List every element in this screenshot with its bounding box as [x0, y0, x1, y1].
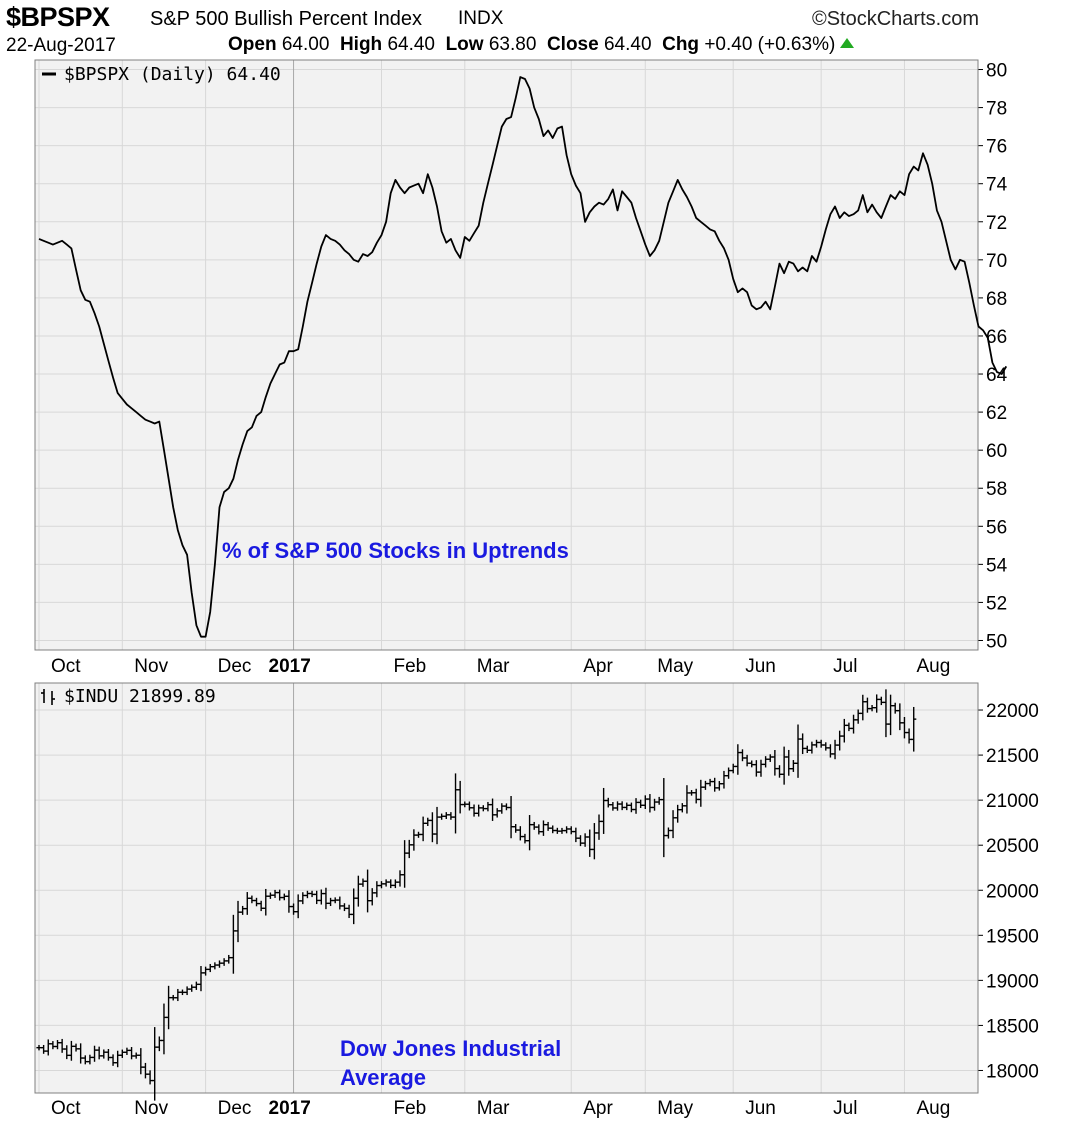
x-tick-label: Aug [916, 656, 950, 677]
ohlc-bars-icon [41, 689, 55, 705]
y-tick-label: 20000 [986, 881, 1039, 902]
x-tick-label: Nov [134, 1098, 168, 1119]
indu-panel: 18000 18500 19000 19500 20000 20500 21000 21500… [34, 682, 1039, 1119]
x-tick-label: Feb [393, 656, 426, 677]
y-tick-label: 60 [986, 441, 1007, 462]
symbol-description: S&P 500 Bullish Percent Index [150, 8, 423, 30]
y-tick-label: 18500 [986, 1016, 1039, 1037]
open-label: Open [228, 34, 277, 55]
y-tick-label: 54 [986, 555, 1008, 576]
legend-label: $INDU 21899.89 [64, 686, 216, 707]
x-tick-label: Jul [833, 1098, 857, 1119]
up-triangle-icon [840, 38, 855, 48]
low-value: 63.80 [488, 34, 537, 55]
x-tick-label: Jun [745, 656, 776, 677]
x-tick-label: May [657, 656, 693, 677]
x-tick-label: Dec [218, 656, 252, 677]
y-tick-label: 72 [986, 213, 1007, 234]
x-tick-label: Oct [51, 656, 81, 677]
ohlc-readout: Open 64.00 High 64.40 Low 63.80 Close 64… [228, 34, 855, 56]
x-tick-label: May [657, 1098, 693, 1119]
y-tick-label: 74 [986, 175, 1008, 196]
y-tick-label: 62 [986, 403, 1007, 424]
y-tick-label: 56 [986, 517, 1007, 538]
y-tick-label: 18000 [986, 1061, 1039, 1082]
exchange-label: INDX [458, 8, 504, 29]
high-label: High [339, 34, 383, 55]
y-tick-label: 70 [986, 251, 1007, 272]
x-tick-label: Nov [134, 656, 168, 677]
y-tick-label: 50 [986, 631, 1007, 652]
y-tick-label: 21000 [986, 791, 1039, 812]
y-tick-label: 66 [986, 327, 1007, 348]
brand-watermark: ©StockCharts.com [811, 8, 979, 30]
x-tick-label: 2017 [269, 656, 311, 677]
y-tick-label: 21500 [986, 746, 1039, 767]
x-tick-label: Dec [218, 1098, 252, 1119]
chg-value: +0.40 (+0.63%) [704, 34, 836, 55]
close-label: Close [546, 34, 599, 55]
y-tick-label: 76 [986, 137, 1007, 158]
x-tick-label: Mar [477, 656, 510, 677]
y-tick-label: 64 [986, 365, 1008, 386]
low-label: Low [445, 34, 484, 55]
bpspx-line [38, 76, 1008, 638]
plot-frame [34, 682, 979, 1094]
ohlc-bar [911, 706, 917, 752]
x-tick-label: Feb [393, 1098, 426, 1119]
bpspx-panel: 50 52 54 56 58 60 62 64 66 68 70 72 74 76 78 80 Oct Nov De… [34, 59, 1008, 677]
x-tick-label: Jun [745, 1098, 776, 1119]
y-tick-label: 52 [986, 593, 1007, 614]
x-tick-label: Jul [833, 656, 857, 677]
annotation-label-line2: Average [340, 1065, 426, 1090]
y-tick-label: 19500 [986, 926, 1039, 947]
y-tick-label: 80 [986, 61, 1007, 82]
open-value: 64.00 [281, 34, 330, 55]
symbol-title: $BPSPX [6, 2, 110, 32]
plot-frame [34, 59, 979, 651]
annotation-label: % of S&P 500 Stocks in Uptrends [222, 538, 569, 563]
y-tick-label: 19000 [986, 971, 1039, 992]
annotation-label-line1: Dow Jones Industrial [340, 1036, 561, 1061]
y-tick-label: 68 [986, 289, 1007, 310]
y-tick-label: 22000 [986, 701, 1039, 722]
y-tick-label: 78 [986, 99, 1007, 120]
x-tick-label: Apr [583, 1098, 613, 1119]
y-tick-label: 58 [986, 479, 1007, 500]
x-tick-label: Mar [477, 1098, 510, 1119]
chg-label: Chg [662, 34, 700, 55]
close-value: 64.40 [603, 34, 652, 55]
legend-label: $BPSPX (Daily) 64.40 [64, 64, 281, 85]
high-value: 64.40 [387, 34, 435, 55]
quote-date: 22-Aug-2017 [6, 35, 116, 56]
x-tick-label: Apr [583, 656, 613, 677]
x-tick-label: 2017 [269, 1098, 311, 1119]
y-tick-label: 20500 [986, 836, 1039, 857]
x-tick-label: Oct [51, 1098, 81, 1119]
x-tick-label: Aug [916, 1098, 950, 1119]
